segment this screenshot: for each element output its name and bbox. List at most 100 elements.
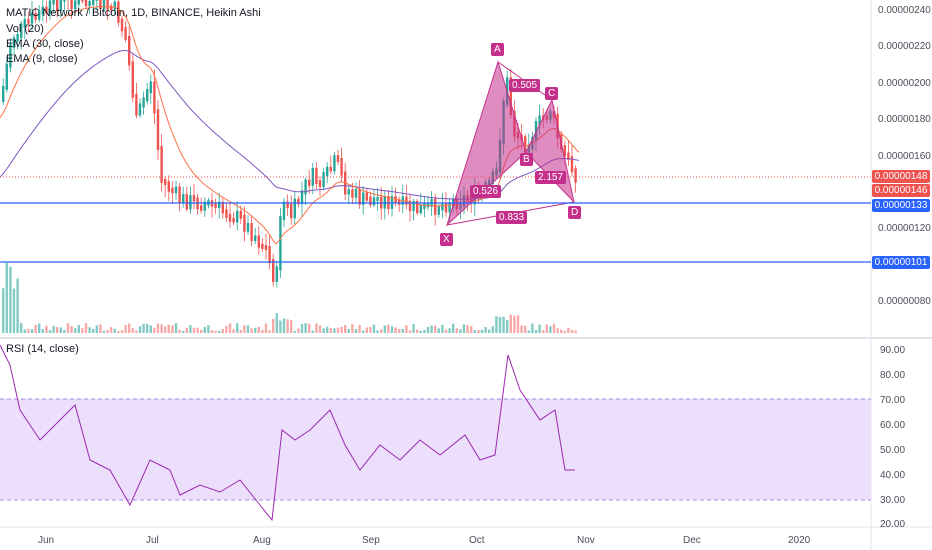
- volume-bar: [63, 329, 66, 333]
- volume-bar: [416, 329, 419, 333]
- volume-bar: [257, 326, 260, 333]
- candle: [250, 223, 253, 241]
- candle: [254, 235, 257, 241]
- candle: [149, 81, 152, 94]
- volume-bar: [232, 329, 235, 333]
- candle: [275, 266, 278, 282]
- price-pane[interactable]: [0, 0, 872, 337]
- pattern-point-c[interactable]: C: [545, 87, 559, 100]
- candle: [41, 6, 44, 15]
- volume-bar: [491, 326, 494, 333]
- volume-bar: [174, 323, 178, 333]
- candle: [297, 198, 300, 205]
- indicator-ema30[interactable]: EMA (30, close): [6, 38, 84, 50]
- volume-bar: [38, 323, 41, 333]
- candle: [30, 12, 34, 24]
- candle: [286, 201, 289, 208]
- volume-bar: [135, 330, 138, 333]
- candle: [398, 199, 401, 205]
- candle: [5, 63, 8, 90]
- candle: [394, 196, 397, 204]
- rsi-line: [0, 344, 575, 522]
- candle: [257, 235, 260, 248]
- candle: [228, 213, 232, 222]
- volume-bar: [372, 324, 376, 333]
- candle: [189, 195, 192, 210]
- indicator-volume[interactable]: Vol (20): [6, 23, 44, 35]
- volume-bar: [552, 323, 556, 333]
- volume-bar: [74, 328, 77, 333]
- volume-bar: [228, 323, 232, 333]
- volume-bar: [448, 328, 451, 333]
- candle: [412, 200, 415, 212]
- candle: [171, 187, 174, 194]
- candle: [304, 179, 307, 195]
- volume-bar: [95, 325, 98, 333]
- candle: [376, 197, 379, 202]
- pattern-point-d[interactable]: D: [568, 206, 582, 219]
- volume-bar: [59, 327, 62, 333]
- volume-bar: [246, 325, 250, 333]
- candle: [2, 85, 5, 102]
- volume-bar: [527, 330, 530, 333]
- volume-bar: [477, 329, 480, 333]
- candle: [120, 18, 124, 32]
- volume-bar: [434, 325, 437, 333]
- volume-bar: [408, 330, 412, 333]
- candle: [102, 0, 106, 10]
- candle: [524, 136, 527, 153]
- volume-bar: [182, 330, 185, 333]
- volume-bar: [430, 325, 433, 333]
- chart-title[interactable]: MATIC Network / Bitcoin, 1D, BINANCE, He…: [6, 7, 261, 19]
- indicator-ema9[interactable]: EMA (9, close): [6, 53, 78, 65]
- pattern-point-a[interactable]: A: [491, 43, 504, 56]
- candle: [369, 196, 372, 206]
- volume-bar: [441, 324, 444, 333]
- pattern-point-x[interactable]: X: [440, 233, 453, 246]
- candle: [27, 19, 30, 24]
- volume-bar: [203, 326, 206, 333]
- volume-bar: [120, 330, 124, 333]
- candle: [221, 201, 224, 214]
- volume-bar: [304, 323, 307, 333]
- volume-bar: [560, 329, 563, 333]
- volume-bar: [419, 330, 422, 333]
- volume-bar: [326, 326, 329, 333]
- rsi-path: [0, 344, 575, 522]
- time-tick: Jun: [38, 535, 54, 546]
- volume-bar: [23, 329, 26, 333]
- candle: [279, 216, 282, 271]
- rsi-title[interactable]: RSI (14, close): [6, 343, 79, 355]
- volume-bar: [12, 288, 16, 333]
- rsi-tick: 60.00: [880, 420, 905, 431]
- volume-bar: [351, 324, 354, 333]
- candle: [84, 0, 88, 7]
- volume-bar: [16, 278, 19, 333]
- volume-bar: [156, 323, 160, 333]
- price-tick: 0.00000240: [878, 5, 931, 16]
- volume-bar: [344, 325, 347, 333]
- candle: [48, 0, 52, 14]
- candle: [538, 115, 541, 126]
- candle: [293, 198, 296, 219]
- pattern-point-b[interactable]: B: [520, 153, 533, 166]
- volume-bar: [41, 329, 44, 333]
- candle: [567, 152, 570, 161]
- volume-bar: [470, 326, 473, 333]
- volume-bar: [300, 324, 304, 333]
- price-tag-level-101: 0.00000101: [872, 256, 930, 269]
- price-tick: 0.00000200: [878, 78, 931, 89]
- candle: [52, 0, 55, 5]
- volume-bar: [268, 330, 271, 333]
- candle: [336, 155, 340, 162]
- volume-bar: [138, 326, 142, 333]
- volume-bar: [279, 320, 282, 333]
- volume-bar: [99, 324, 102, 333]
- candle: [77, 0, 80, 5]
- price-tag-level-133: 0.00000133: [872, 199, 930, 212]
- candle: [322, 172, 325, 188]
- price-tag-last: 0.00000148: [872, 170, 930, 183]
- volume-bar: [498, 316, 502, 333]
- candle: [441, 202, 444, 211]
